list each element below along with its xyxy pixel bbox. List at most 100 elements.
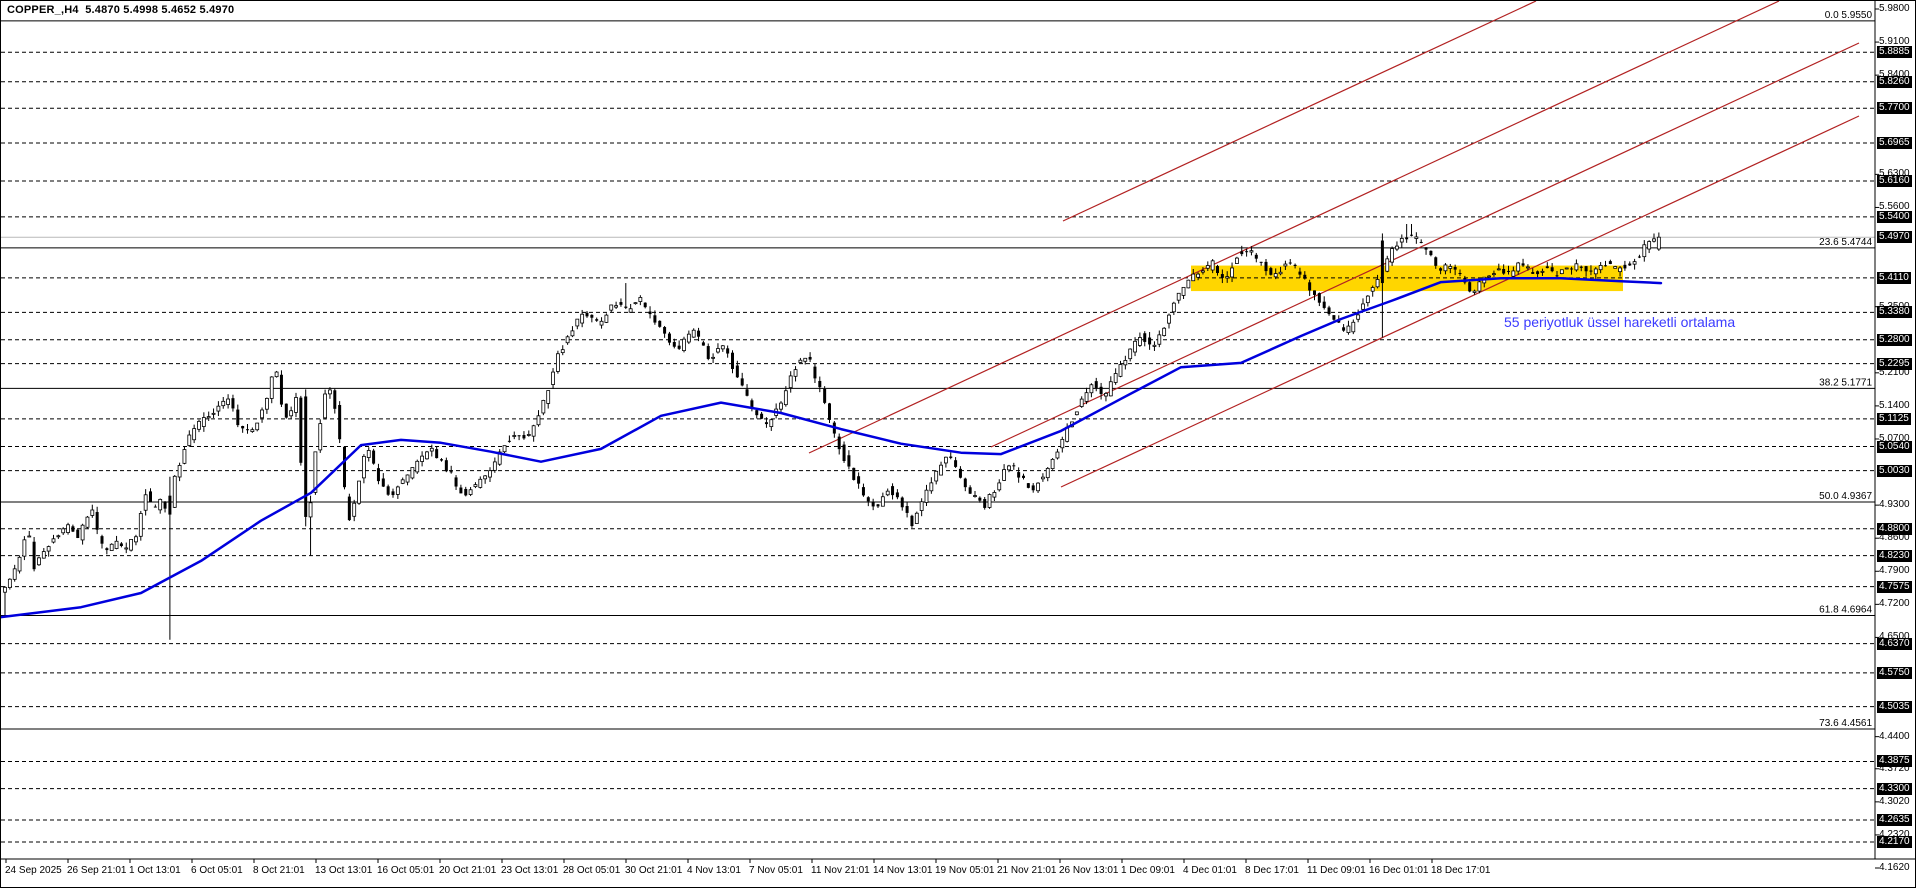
trendline[interactable]: [1060, 115, 1860, 488]
candle: [1303, 271, 1307, 280]
candle: [954, 457, 958, 468]
price-level-label: 5.8260: [1877, 75, 1912, 88]
candle: [808, 352, 812, 362]
candle: [1410, 223, 1413, 237]
candle: [1317, 292, 1321, 307]
candle: [304, 389, 308, 527]
date-label: 26 Nov 13:01: [1059, 865, 1119, 876]
candle: [978, 496, 982, 503]
candle: [454, 475, 458, 490]
candle: [958, 466, 962, 479]
candle: [352, 499, 357, 522]
candle: [1041, 473, 1045, 482]
candle: [711, 353, 715, 364]
candle: [1045, 466, 1050, 482]
candle: [866, 496, 870, 507]
candle: [1162, 327, 1167, 337]
candle: [95, 506, 99, 535]
candle: [22, 536, 27, 561]
candle: [1443, 262, 1448, 275]
candle: [236, 404, 240, 428]
price-level-label: 5.2800: [1877, 333, 1912, 346]
candle: [832, 420, 836, 438]
date-label: 30 Oct 21:01: [625, 865, 683, 876]
candle: [1584, 265, 1588, 277]
candle: [697, 327, 701, 342]
candle: [585, 311, 589, 318]
date-label: 16 Oct 05:01: [377, 865, 435, 876]
date-label: 7 Nov 05:01: [749, 865, 803, 876]
candle: [478, 476, 483, 489]
candle: [560, 345, 565, 356]
candle: [158, 498, 163, 514]
candle: [172, 475, 177, 508]
trendline[interactable]: [990, 42, 1860, 448]
ema-line[interactable]: [1, 277, 1663, 619]
candle: [1593, 267, 1598, 279]
price-tick-label: 5.9100: [1879, 36, 1910, 48]
price-tick-label: 4.6500: [1879, 631, 1910, 643]
price-tick-label: 4.8600: [1879, 532, 1910, 544]
candle: [1521, 258, 1525, 267]
candle: [1322, 296, 1326, 310]
candle: [1050, 458, 1055, 470]
candle: [1647, 240, 1652, 254]
candle: [1550, 263, 1554, 273]
candle: [891, 483, 895, 500]
candle: [638, 295, 643, 306]
candle: [1656, 232, 1661, 251]
price-axis[interactable]: 5.9800 5.9100 5.8400 5.6300 5.5600 5.3500 5.21…: [1877, 1, 1915, 887]
candle: [464, 486, 468, 497]
date-label: 8 Oct 21:01: [253, 865, 305, 876]
candle: [1108, 376, 1113, 397]
candle: [788, 371, 793, 393]
trendline[interactable]: [808, 1, 1780, 454]
candle: [580, 309, 585, 328]
candle: [1104, 391, 1108, 402]
candle: [1370, 285, 1375, 297]
date-axis[interactable]: 24 Sep 2025 26 Sep 21:01 1 Oct 13:01 6 Oct …: [1, 861, 1875, 887]
candle: [837, 433, 841, 455]
candle: [1031, 483, 1035, 493]
candle: [400, 477, 405, 485]
date-label: 21 Nov 21:01: [997, 865, 1057, 876]
candle: [764, 417, 768, 428]
candle: [667, 331, 671, 346]
trendline[interactable]: [1062, 1, 1537, 222]
candle: [420, 451, 425, 467]
candle: [246, 424, 249, 434]
candle: [1298, 267, 1302, 278]
ma-label[interactable]: 55 periyotluk üssel hareketli ortalama: [1504, 314, 1736, 330]
candle: [701, 340, 705, 346]
candle: [1249, 246, 1254, 256]
price-tick-label: 5.1400: [1879, 399, 1910, 411]
candle: [1074, 411, 1079, 416]
candle: [71, 524, 75, 533]
candle: [85, 515, 90, 529]
candle: [857, 472, 861, 489]
candle: [318, 419, 323, 453]
price-level-label: 4.2170: [1877, 836, 1912, 849]
candle: [526, 430, 531, 437]
candle: [410, 467, 415, 480]
candle: [289, 406, 294, 419]
candle: [992, 490, 997, 501]
candle: [264, 397, 269, 414]
candle: [691, 328, 696, 338]
candle: [1623, 260, 1627, 271]
date-label: 11 Nov 21:01: [811, 865, 870, 876]
candle: [279, 370, 283, 408]
candle: [372, 448, 376, 465]
date-label: 1 Dec 09:01: [1121, 865, 1175, 876]
candle: [828, 402, 831, 423]
candle: [440, 458, 443, 462]
candle: [1002, 464, 1006, 481]
candle: [595, 317, 599, 322]
candle: [1235, 256, 1239, 265]
candle: [716, 343, 720, 354]
candle: [1618, 266, 1622, 277]
candle: [885, 488, 890, 497]
candle: [628, 303, 633, 313]
